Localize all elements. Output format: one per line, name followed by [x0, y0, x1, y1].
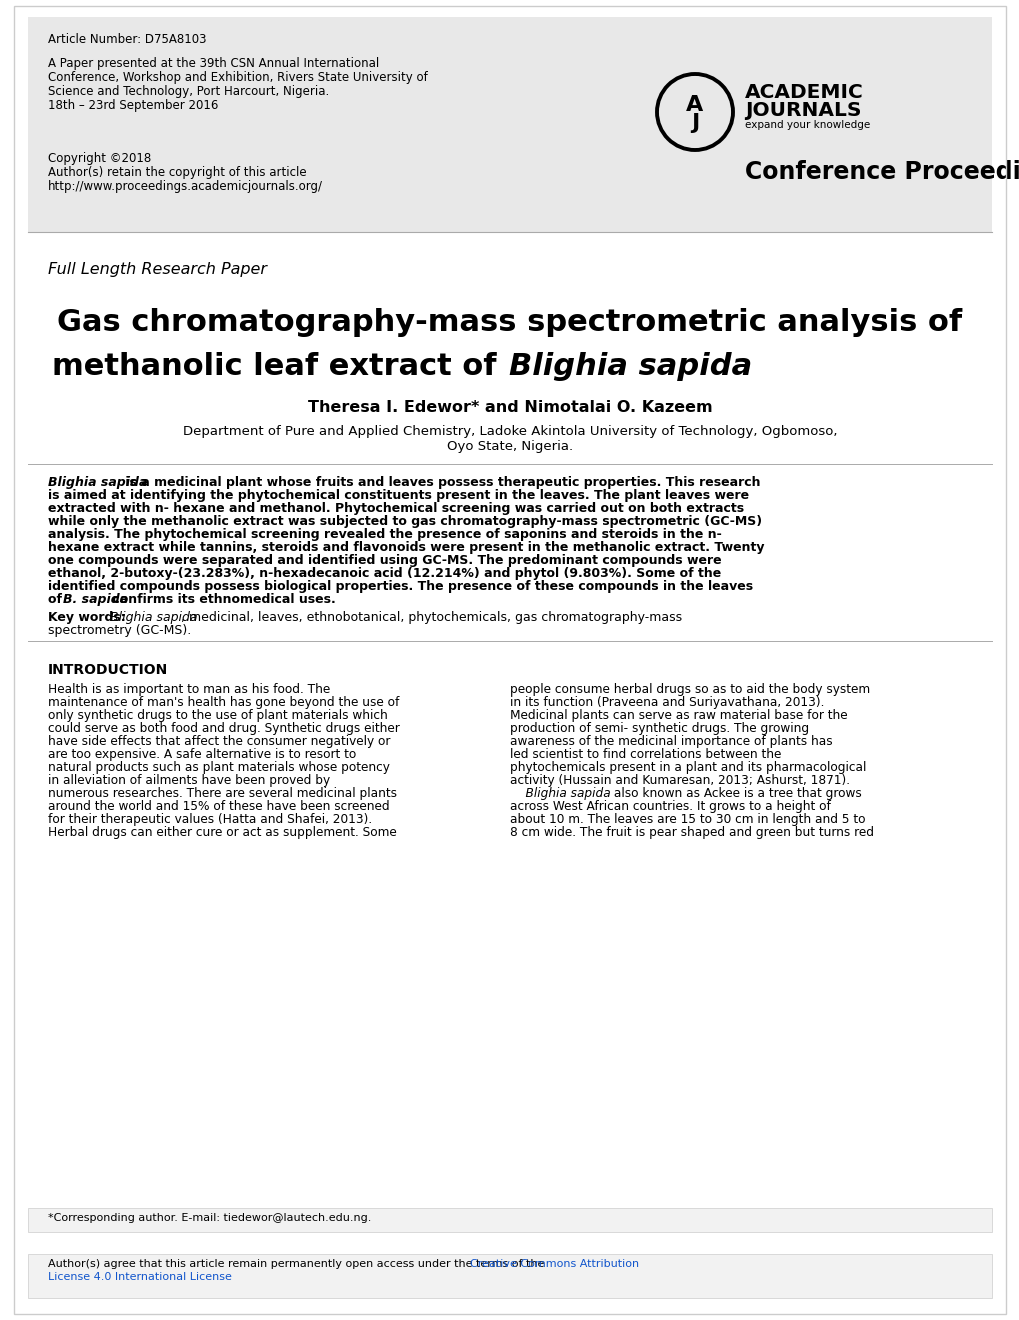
Text: methanolic leaf extract of: methanolic leaf extract of [52, 352, 506, 381]
Text: Creative Commons Attribution: Creative Commons Attribution [470, 1259, 639, 1269]
Text: analysis. The phytochemical screening revealed the presence of saponins and ster: analysis. The phytochemical screening re… [48, 528, 721, 541]
Text: in its function (Praveena and Suriyavathana, 2013).: in its function (Praveena and Suriyavath… [510, 696, 823, 709]
Text: have side effects that affect the consumer negatively or: have side effects that affect the consum… [48, 735, 390, 748]
Text: License 4.0 International License: License 4.0 International License [48, 1272, 231, 1282]
Text: numerous researches. There are several medicinal plants: numerous researches. There are several m… [48, 787, 396, 800]
Text: Gas chromatography-mass spectrometric analysis of: Gas chromatography-mass spectrometric an… [57, 308, 962, 337]
Text: Medicinal plants can serve as raw material base for the: Medicinal plants can serve as raw materi… [510, 709, 847, 722]
Text: JOURNALS: JOURNALS [744, 100, 861, 120]
Text: in alleviation of ailments have been proved by: in alleviation of ailments have been pro… [48, 774, 330, 787]
Text: 8 cm wide. The fruit is pear shaped and green but turns red: 8 cm wide. The fruit is pear shaped and … [510, 826, 873, 840]
Text: J: J [690, 114, 698, 133]
Text: while only the methanolic extract was subjected to gas chromatography-mass spect: while only the methanolic extract was su… [48, 515, 761, 528]
Text: Blighia sapida: Blighia sapida [106, 611, 198, 624]
Text: Department of Pure and Applied Chemistry, Ladoke Akintola University of Technolo: Department of Pure and Applied Chemistry… [182, 425, 837, 438]
Text: maintenance of man's health has gone beyond the use of: maintenance of man's health has gone bey… [48, 696, 399, 709]
Bar [28, 1254, 991, 1298]
Text: Author(s) agree that this article remain permanently open access under the terms: Author(s) agree that this article remain… [48, 1259, 547, 1269]
Text: ethanol, 2-butoxy-(23.283%), n-hexadecanoic acid (12.214%) and phytol (9.803%). : ethanol, 2-butoxy-(23.283%), n-hexadecan… [48, 568, 720, 579]
Text: led scientist to find correlations between the: led scientist to find correlations betwe… [510, 748, 781, 762]
Text: Article Number: D75A8103: Article Number: D75A8103 [48, 33, 206, 46]
Text: Key words:: Key words: [48, 611, 125, 624]
Text: Conference Proceedings: Conference Proceedings [744, 160, 1019, 183]
Text: 18th – 23rd September 2016: 18th – 23rd September 2016 [48, 99, 218, 112]
Text: across West African countries. It grows to a height of: across West African countries. It grows … [510, 800, 830, 813]
Text: A: A [686, 95, 703, 115]
Text: Conference, Workshop and Exhibition, Rivers State University of: Conference, Workshop and Exhibition, Riv… [48, 71, 427, 84]
Text: Health is as important to man as his food. The: Health is as important to man as his foo… [48, 682, 330, 696]
Bar [28, 1208, 991, 1232]
Text: identified compounds possess biological properties. The presence of these compou: identified compounds possess biological … [48, 579, 752, 593]
Text: B. sapida: B. sapida [63, 593, 128, 606]
Text: Herbal drugs can either cure or act as supplement. Some: Herbal drugs can either cure or act as s… [48, 826, 396, 840]
Text: of: of [48, 593, 66, 606]
Text: could serve as both food and drug. Synthetic drugs either: could serve as both food and drug. Synth… [48, 722, 399, 735]
Text: A Paper presented at the 39th CSN Annual International: A Paper presented at the 39th CSN Annual… [48, 57, 379, 70]
Text: also known as Ackee is a tree that grows: also known as Ackee is a tree that grows [609, 787, 861, 800]
Text: only synthetic drugs to the use of plant materials which: only synthetic drugs to the use of plant… [48, 709, 387, 722]
Text: ACADEMIC: ACADEMIC [744, 82, 863, 102]
Text: , medicinal, leaves, ethnobotanical, phytochemicals, gas chromatography-mass: , medicinal, leaves, ethnobotanical, phy… [180, 611, 682, 624]
Text: around the world and 15% of these have been screened: around the world and 15% of these have b… [48, 800, 389, 813]
Text: are too expensive. A safe alternative is to resort to: are too expensive. A safe alternative is… [48, 748, 356, 762]
Text: expand your knowledge: expand your knowledge [744, 120, 869, 129]
Text: confirms its ethnomedical uses.: confirms its ethnomedical uses. [108, 593, 335, 606]
Text: INTRODUCTION: INTRODUCTION [48, 663, 168, 677]
Text: for their therapeutic values (Hatta and Shafei, 2013).: for their therapeutic values (Hatta and … [48, 813, 372, 826]
Text: one compounds were separated and identified using GC-MS. The predominant compoun: one compounds were separated and identif… [48, 554, 720, 568]
Bar [28, 17, 991, 232]
Text: natural products such as plant materials whose potency: natural products such as plant materials… [48, 762, 389, 774]
Text: is aimed at identifying the phytochemical constituents present in the leaves. Th: is aimed at identifying the phytochemica… [48, 488, 748, 502]
Text: is a medicinal plant whose fruits and leaves possess therapeutic properties. Thi: is a medicinal plant whose fruits and le… [121, 477, 760, 488]
Text: about 10 m. The leaves are 15 to 30 cm in length and 5 to: about 10 m. The leaves are 15 to 30 cm i… [510, 813, 865, 826]
Text: hexane extract while tannins, steroids and flavonoids were present in the methan: hexane extract while tannins, steroids a… [48, 541, 764, 554]
Text: activity (Hussain and Kumaresan, 2013; Ashurst, 1871).: activity (Hussain and Kumaresan, 2013; A… [510, 774, 849, 787]
Text: Author(s) retain the copyright of this article: Author(s) retain the copyright of this a… [48, 166, 307, 180]
Text: Full Length Research Paper: Full Length Research Paper [48, 261, 267, 277]
Text: Oyo State, Nigeria.: Oyo State, Nigeria. [446, 440, 573, 453]
Text: *Corresponding author. E-mail: tiedewor@lautech.edu.ng.: *Corresponding author. E-mail: tiedewor@… [48, 1213, 371, 1224]
Text: production of semi- synthetic drugs. The growing: production of semi- synthetic drugs. The… [510, 722, 808, 735]
Text: people consume herbal drugs so as to aid the body system: people consume herbal drugs so as to aid… [510, 682, 869, 696]
Text: spectrometry (GC-MS).: spectrometry (GC-MS). [48, 624, 192, 638]
Text: http://www.proceedings.academicjournals.org/: http://www.proceedings.academicjournals.… [48, 180, 323, 193]
Text: Blighia sapida: Blighia sapida [510, 787, 610, 800]
Text: Copyright ©2018: Copyright ©2018 [48, 152, 151, 165]
Text: extracted with n- hexane and methanol. Phytochemical screening was carried out o: extracted with n- hexane and methanol. P… [48, 502, 744, 515]
Text: Theresa I. Edewor* and Nimotalai O. Kazeem: Theresa I. Edewor* and Nimotalai O. Kaze… [308, 400, 711, 414]
Text: phytochemicals present in a plant and its pharmacological: phytochemicals present in a plant and it… [510, 762, 865, 774]
Text: Blighia sapida: Blighia sapida [48, 477, 147, 488]
Text: Science and Technology, Port Harcourt, Nigeria.: Science and Technology, Port Harcourt, N… [48, 84, 329, 98]
Text: Blighia sapida: Blighia sapida [508, 352, 752, 381]
Text: awareness of the medicinal importance of plants has: awareness of the medicinal importance of… [510, 735, 832, 748]
